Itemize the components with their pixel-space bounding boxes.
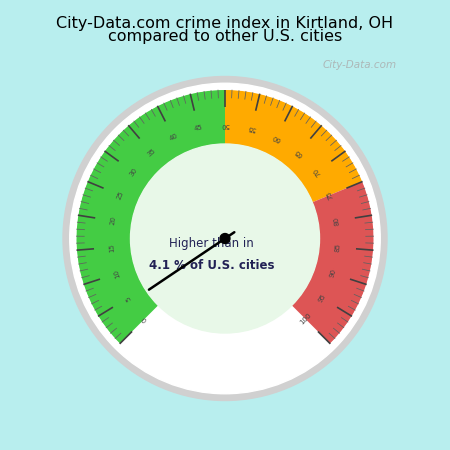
Text: Higher than in: Higher than in <box>169 237 254 249</box>
Circle shape <box>130 144 320 333</box>
Text: 4.1 % of U.S. cities: 4.1 % of U.S. cities <box>149 259 274 272</box>
Text: 0: 0 <box>141 315 149 322</box>
Text: 75: 75 <box>325 190 334 200</box>
Text: 60: 60 <box>271 133 282 142</box>
Wedge shape <box>292 182 374 343</box>
Text: 10: 10 <box>113 268 122 279</box>
Text: 20: 20 <box>109 216 117 225</box>
Text: 65: 65 <box>293 147 304 158</box>
Text: 5: 5 <box>125 294 132 301</box>
Text: 95: 95 <box>317 292 327 303</box>
Text: 90: 90 <box>328 268 337 279</box>
Wedge shape <box>225 90 362 202</box>
Circle shape <box>70 83 380 394</box>
Text: 25: 25 <box>116 190 125 200</box>
Text: 55: 55 <box>247 124 256 132</box>
Text: 50: 50 <box>220 122 230 128</box>
Circle shape <box>220 234 230 243</box>
Text: compared to other U.S. cities: compared to other U.S. cities <box>108 29 342 44</box>
Text: 35: 35 <box>146 147 157 158</box>
Text: 80: 80 <box>333 216 341 225</box>
Text: 70: 70 <box>312 166 322 177</box>
Text: City-Data.com: City-Data.com <box>323 60 397 70</box>
Text: 45: 45 <box>194 124 203 132</box>
Text: 100: 100 <box>298 312 312 326</box>
Text: 40: 40 <box>168 133 179 142</box>
Text: 15: 15 <box>108 243 115 252</box>
Wedge shape <box>76 90 225 343</box>
Text: City-Data.com crime index in Kirtland, OH: City-Data.com crime index in Kirtland, O… <box>56 16 394 31</box>
Text: 30: 30 <box>128 166 138 177</box>
Text: 85: 85 <box>335 243 342 252</box>
Circle shape <box>63 76 387 400</box>
